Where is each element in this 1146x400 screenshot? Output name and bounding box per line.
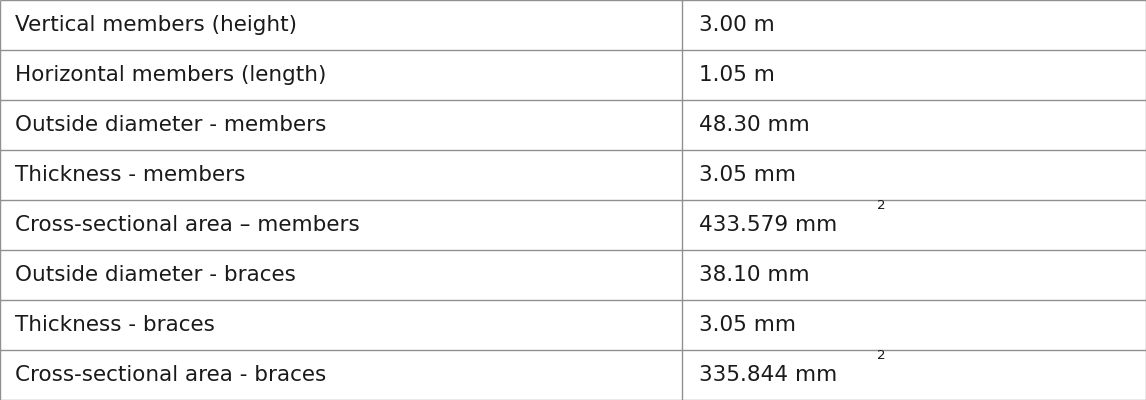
Text: 48.30 mm: 48.30 mm <box>699 115 810 135</box>
Text: 38.10 mm: 38.10 mm <box>699 265 810 285</box>
Text: 433.579 mm: 433.579 mm <box>699 215 838 235</box>
Text: 2: 2 <box>878 349 886 362</box>
Text: Outside diameter - members: Outside diameter - members <box>15 115 327 135</box>
Text: Thickness - members: Thickness - members <box>15 165 245 185</box>
Text: Vertical members (height): Vertical members (height) <box>15 15 297 35</box>
Text: Horizontal members (length): Horizontal members (length) <box>15 65 327 85</box>
Text: Thickness - braces: Thickness - braces <box>15 315 214 335</box>
Text: 1.05 m: 1.05 m <box>699 65 775 85</box>
Text: 335.844 mm: 335.844 mm <box>699 365 838 385</box>
Text: Cross-sectional area – members: Cross-sectional area – members <box>15 215 360 235</box>
Text: 2: 2 <box>878 199 886 212</box>
Text: 3.00 m: 3.00 m <box>699 15 775 35</box>
Text: Outside diameter - braces: Outside diameter - braces <box>15 265 296 285</box>
Text: 3.05 mm: 3.05 mm <box>699 315 796 335</box>
Text: Cross-sectional area - braces: Cross-sectional area - braces <box>15 365 327 385</box>
Text: 3.05 mm: 3.05 mm <box>699 165 796 185</box>
